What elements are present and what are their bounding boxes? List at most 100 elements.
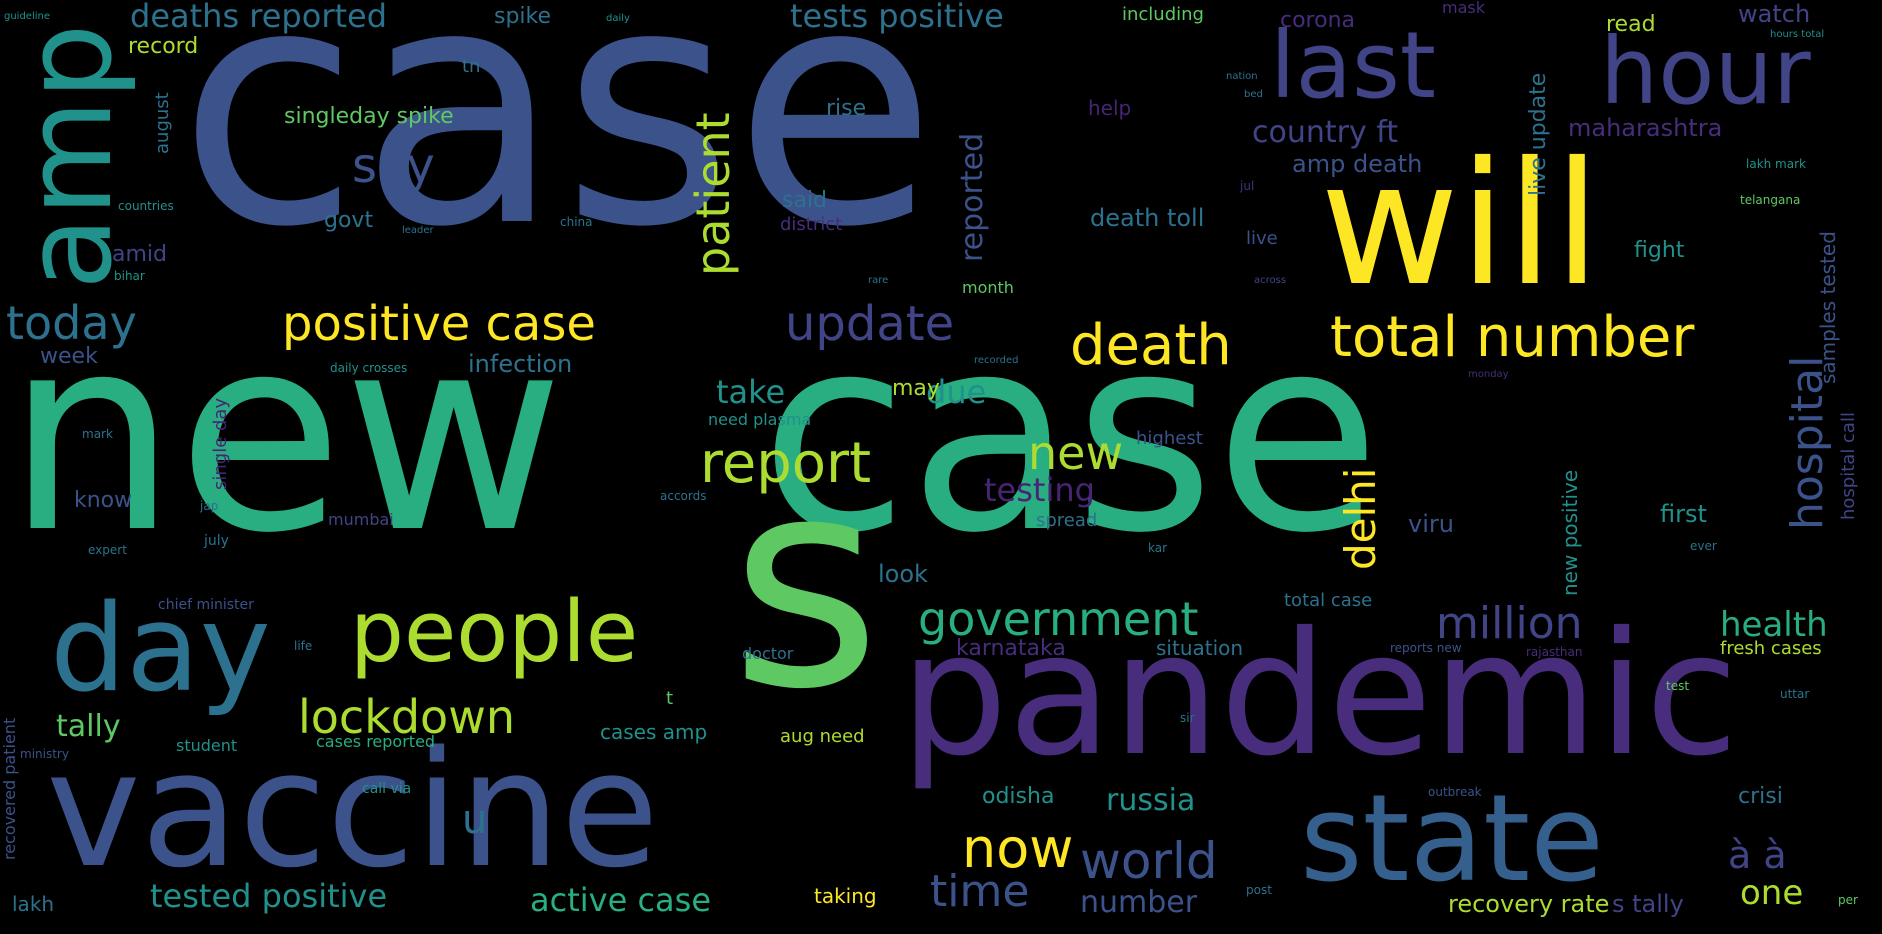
word-test: test: [1666, 679, 1690, 693]
word-recovered-patient: recovered patient: [0, 717, 19, 860]
word-bihar: bihar: [114, 269, 145, 283]
word-daily: daily: [606, 13, 630, 24]
word-single-day: single day: [210, 397, 231, 490]
word-know: know: [74, 488, 133, 513]
word-total-number: total number: [1330, 305, 1695, 370]
word-highest: highest: [1136, 428, 1203, 449]
word-patient: patient: [686, 112, 740, 276]
word-mask: mask: [1442, 0, 1485, 17]
word-post: post: [1246, 883, 1272, 897]
word-new-small: new: [1028, 426, 1124, 480]
word-reported: reported: [955, 132, 990, 262]
word-call-via: call via: [362, 781, 412, 797]
word-singleday-spike: singleday spike: [284, 104, 454, 129]
word-due: due: [926, 373, 987, 411]
word-guideline: guideline: [4, 11, 51, 22]
word-lockdown: lockdown: [298, 690, 515, 744]
word-case-large: case: [178, 0, 937, 299]
word-world: world: [1080, 832, 1218, 890]
word-last: last: [1270, 12, 1436, 119]
word-first: first: [1660, 500, 1707, 528]
word-karnataka: karnataka: [956, 636, 1066, 661]
word-bed: bed: [1244, 89, 1263, 100]
word-amid: amid: [112, 242, 167, 267]
word-now: now: [962, 817, 1074, 880]
word-crisi: crisi: [1738, 784, 1783, 809]
word-need-plasma: need plasma: [708, 410, 812, 429]
word-watch: watch: [1738, 0, 1811, 28]
word-jul: jul: [1240, 179, 1255, 193]
word-record: record: [128, 34, 199, 59]
word-s-tally: s tally: [1612, 890, 1684, 918]
word-samples-tested: samples tested: [1816, 231, 1840, 384]
word-across: across: [1254, 275, 1287, 286]
word-death: death: [1070, 313, 1232, 378]
word-u: u: [462, 797, 488, 843]
word-mark: mark: [82, 427, 113, 441]
word-day: day: [50, 580, 271, 719]
word-telangana: telangana: [1740, 193, 1801, 207]
word-live: live: [1246, 228, 1278, 249]
word-read: read: [1606, 12, 1656, 37]
word-active-case: active case: [530, 881, 711, 919]
word-tn: tn: [462, 56, 481, 77]
word-may: may: [892, 376, 940, 401]
word-uttar: uttar: [1780, 687, 1810, 701]
word-s: s: [730, 416, 882, 753]
word-state: state: [1300, 770, 1604, 909]
word-people: people: [350, 583, 639, 682]
word-nation: nation: [1226, 71, 1258, 82]
word-including: including: [1122, 4, 1204, 25]
word-rajasthan: rajasthan: [1526, 645, 1583, 659]
word-viru: viru: [1408, 510, 1454, 538]
word-number: number: [1080, 885, 1198, 920]
word-delhi: delhi: [1336, 467, 1385, 570]
word-infection: infection: [468, 350, 573, 378]
word-help: help: [1088, 96, 1132, 120]
word-total-case: total case: [1284, 590, 1373, 611]
word-reports-new: reports new: [1390, 641, 1462, 655]
word-health: health: [1720, 605, 1828, 645]
word-accords: accords: [660, 489, 707, 503]
word-recovery-rate: recovery rate: [1448, 890, 1610, 918]
word-mumbai: mumbai: [328, 510, 394, 529]
word-t: t: [666, 688, 674, 709]
word-update: update: [785, 296, 955, 352]
word-chief-minister: chief minister: [158, 597, 254, 613]
word-odisha: odisha: [982, 784, 1055, 809]
word-ministry: ministry: [20, 747, 69, 761]
word-new-positive: new positive: [1558, 469, 1582, 596]
word-lakh: lakh: [12, 892, 55, 916]
word-per: per: [1838, 893, 1858, 907]
word-leader: leader: [402, 225, 434, 236]
word-cases-amp: cases amp: [600, 720, 708, 744]
word-recorded: recorded: [974, 355, 1019, 366]
word-hospital-call: hospital call: [1838, 412, 1859, 520]
word-today: today: [6, 296, 137, 350]
word-amp-death: amp death: [1292, 150, 1423, 178]
word-pandemic: pandemic: [900, 596, 1739, 794]
word-live-update: live update: [1526, 72, 1551, 196]
word-corona: corona: [1280, 8, 1356, 33]
word-government: government: [918, 592, 1199, 646]
word-hour: hour: [1600, 18, 1811, 125]
word-fresh-cases: fresh cases: [1720, 638, 1822, 659]
word-report: report: [700, 431, 872, 496]
word-situation: situation: [1156, 636, 1244, 660]
word-said: said: [782, 188, 828, 213]
word-hours-total: hours total: [1770, 29, 1825, 40]
word-aug-need: aug need: [780, 726, 865, 747]
word-expert: expert: [88, 543, 127, 557]
word-say: say: [352, 138, 435, 194]
word-death-toll: death toll: [1090, 204, 1205, 232]
word-spike: spike: [494, 4, 552, 29]
word-jap: jap: [200, 499, 219, 513]
word-will: will: [1320, 126, 1601, 324]
word-china: china: [560, 215, 593, 229]
word-million: million: [1436, 598, 1583, 649]
word-doctor: doctor: [742, 644, 794, 663]
word-case-medium: case: [760, 277, 1381, 592]
word-august: august: [152, 92, 173, 154]
word-month: month: [962, 278, 1014, 297]
